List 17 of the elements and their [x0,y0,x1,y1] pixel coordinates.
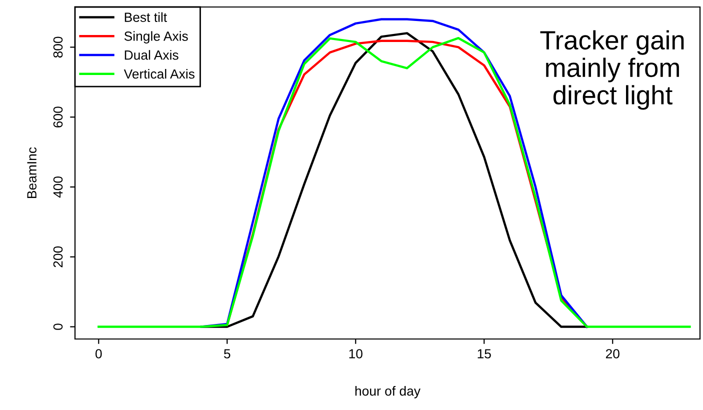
x-tick-label: 10 [349,349,362,358]
x-tick-label: 20 [606,349,620,358]
legend-label: Dual Axis [124,50,178,60]
legend-label: Single Axis [124,31,188,44]
y-tick-label: 600 [53,106,63,128]
y-axis-title: BeamInc [27,147,36,198]
legend-label: Best tilt [124,12,167,22]
y-tick-label: 400 [53,176,63,198]
x-tick-label: 0 [95,349,102,358]
y-tick-label: 0 [53,324,63,330]
x-tick-label: 15 [478,349,491,358]
y-tick-label: 200 [53,246,63,268]
x-tick-label: 5 [224,349,230,358]
annotation: Tracker gain mainly from direct light [540,30,684,110]
x-axis-title: hour of day [355,386,420,398]
legend-label: Vertical Axis [124,68,194,79]
y-tick-label: 800 [53,36,63,58]
